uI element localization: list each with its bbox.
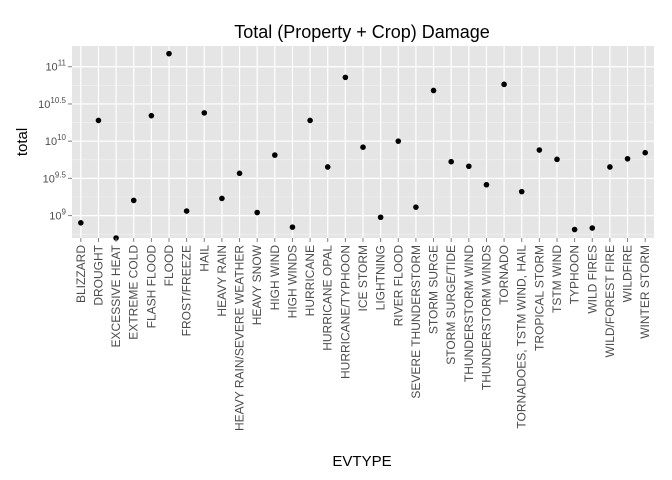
data-point bbox=[466, 163, 472, 170]
x-axis-ticks: BLIZZARD DROUGHT EXCESSIVE HEAT EXTREME COL… bbox=[74, 238, 652, 431]
x-tick-label: HEAVY RAIN/SEVERE WEATHER bbox=[233, 245, 247, 431]
data-point bbox=[254, 209, 260, 216]
x-tick-label: TORNADO bbox=[497, 245, 511, 305]
x-tick-label: THUNDERSTORM WIND bbox=[462, 245, 476, 382]
data-point bbox=[501, 81, 507, 88]
data-point bbox=[483, 181, 490, 188]
data-point bbox=[201, 110, 208, 116]
y-axis-ticks: 109 109.5 1010 1010.5 1011 bbox=[38, 59, 72, 223]
x-tick-label: FLOOD bbox=[162, 245, 176, 287]
x-tick-label: DROUGHT bbox=[91, 244, 105, 305]
data-point bbox=[624, 155, 631, 162]
data-point bbox=[272, 152, 278, 158]
y-tick-label: 1011 bbox=[45, 59, 66, 74]
x-tick-label: HAIL bbox=[197, 245, 211, 272]
x-tick-label: HIGH WINDS bbox=[285, 245, 299, 318]
data-point bbox=[607, 164, 613, 170]
x-tick-label: TROPICAL STORM bbox=[532, 245, 546, 351]
grid-lines bbox=[72, 46, 654, 238]
data-point bbox=[130, 197, 137, 204]
x-tick-label: SEVERE THUNDERSTORM bbox=[409, 245, 423, 399]
x-tick-label: FLASH FLOOD bbox=[144, 245, 158, 329]
data-point bbox=[324, 164, 331, 170]
x-tick-label: ICE STORM bbox=[356, 245, 370, 311]
data-point bbox=[289, 224, 296, 230]
x-tick-label: THUNDERSTORM WINDS bbox=[479, 245, 493, 390]
x-tick-label: HEAVY SNOW bbox=[250, 244, 264, 325]
data-point bbox=[642, 149, 648, 156]
data-point bbox=[395, 138, 402, 144]
data-point bbox=[148, 112, 155, 119]
x-tick-label: EXTREME COLD bbox=[127, 245, 141, 340]
data-point bbox=[360, 144, 366, 150]
data-point bbox=[448, 158, 454, 165]
y-tick-label: 109 bbox=[49, 208, 66, 223]
x-tick-label: BLIZZARD bbox=[74, 245, 88, 303]
data-point bbox=[219, 195, 225, 202]
data-point bbox=[236, 170, 243, 177]
chart-title: Total (Property + Crop) Damage bbox=[234, 22, 490, 42]
data-point bbox=[342, 74, 349, 81]
y-tick-label: 109.5 bbox=[43, 170, 67, 185]
data-points bbox=[78, 50, 648, 241]
x-tick-label: HURRICANE/TYPHOON bbox=[338, 245, 352, 379]
y-tick-label: 1010 bbox=[45, 133, 67, 148]
data-point bbox=[589, 225, 596, 231]
y-axis-title: total bbox=[14, 128, 31, 156]
x-tick-label: TSTM WIND bbox=[550, 245, 564, 313]
x-tick-label: STORM SURGE bbox=[427, 245, 441, 334]
x-tick-label: EXCESSIVE HEAT bbox=[109, 244, 123, 347]
data-point bbox=[413, 204, 419, 210]
x-tick-label: RIVER FLOOD bbox=[391, 245, 405, 327]
x-tick-label: TORNADOES, TSTM WIND, HAIL bbox=[515, 245, 529, 429]
data-point bbox=[78, 220, 84, 226]
x-tick-label: STORM SURGE/TIDE bbox=[444, 245, 458, 365]
data-point bbox=[307, 117, 313, 124]
data-point bbox=[571, 226, 578, 233]
x-tick-label: HURRICANE OPAL bbox=[321, 245, 335, 351]
data-point bbox=[166, 50, 172, 57]
x-axis-title: EVTYPE bbox=[332, 453, 391, 470]
x-tick-label: HEAVY RAIN bbox=[215, 245, 229, 317]
x-tick-label: LIGHTNING bbox=[374, 245, 388, 310]
data-point bbox=[536, 147, 543, 153]
x-tick-label: WILD/FOREST FIRE bbox=[603, 245, 617, 357]
x-tick-label: FROST/FREEZE bbox=[180, 245, 194, 336]
data-point bbox=[518, 188, 525, 195]
x-tick-label: HIGH WIND bbox=[268, 245, 282, 311]
data-point bbox=[377, 214, 384, 221]
data-point bbox=[95, 117, 102, 124]
y-tick-label: 1010.5 bbox=[38, 96, 66, 111]
data-point bbox=[183, 208, 190, 214]
x-tick-label: TYPHOON bbox=[568, 245, 582, 304]
data-point bbox=[430, 87, 437, 94]
x-tick-label: WILD FIRES bbox=[585, 245, 599, 314]
data-point bbox=[554, 156, 560, 163]
x-tick-label: HURRICANE bbox=[303, 245, 317, 316]
x-tick-label: WILDFIRE bbox=[621, 245, 635, 302]
x-tick-label: WINTER STORM bbox=[638, 245, 652, 339]
